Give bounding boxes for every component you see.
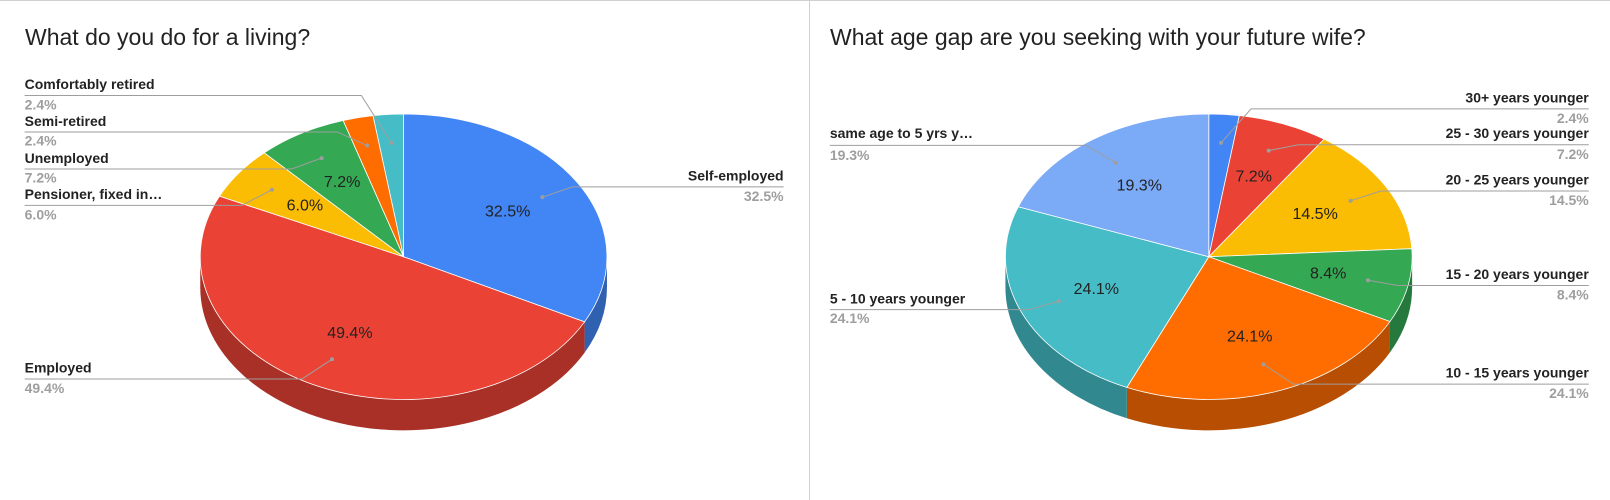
slice (1207, 138, 1413, 258)
legend-label: 15 - 20 years younger (1446, 266, 1590, 282)
legend-label: Semi-retired (25, 113, 107, 129)
callout-dot (319, 156, 324, 161)
legend-label: 30+ years younger (1465, 89, 1589, 105)
callout-line (24, 157, 322, 170)
callout-dot (1348, 198, 1353, 203)
callout-line (24, 189, 273, 206)
chart-title: What age gap are you seeking with your f… (830, 24, 1366, 50)
callout-dot (365, 143, 370, 148)
legend-value: 8.4% (1557, 286, 1589, 302)
slice-side (1126, 321, 1390, 431)
legend-label: Comfortably retired (25, 76, 155, 92)
slice (403, 113, 608, 323)
legend-label: 10 - 15 years younger (1446, 365, 1590, 381)
legend-value: 7.2% (25, 169, 57, 185)
callout-dot (1266, 148, 1271, 153)
callout-line (1268, 144, 1589, 152)
legend-label: Pensioner, fixed in… (25, 186, 163, 202)
callout-line (1263, 363, 1589, 385)
callout-dot (1365, 278, 1370, 283)
legend-label: Self-employed (688, 167, 784, 183)
callout-dot (389, 140, 394, 145)
slice-label: 6.0% (287, 198, 323, 215)
callout-dot (1114, 160, 1119, 165)
legend-label: 25 - 30 years younger (1446, 125, 1590, 141)
slice-side (1005, 256, 1127, 419)
callout-dot (1056, 299, 1061, 304)
slice (1005, 206, 1210, 388)
callout-dot (269, 187, 274, 192)
callout-line (24, 131, 368, 146)
slice (1208, 248, 1413, 323)
callout-dot (1219, 140, 1224, 145)
slice-label: 32.5% (485, 203, 530, 220)
legend-label: Employed (25, 359, 92, 375)
legend-label: same age to 5 yrs y… (830, 125, 973, 141)
slice-label: 7.2% (324, 174, 360, 191)
legend-value: 6.0% (25, 206, 57, 222)
slice-side (1389, 256, 1413, 353)
slice-label: 24.1% (1074, 281, 1119, 298)
slice-side (200, 256, 585, 431)
slice-side (584, 256, 607, 353)
chart-title: What do you do for a living? (25, 24, 310, 50)
legend-value: 24.1% (1549, 385, 1589, 401)
slice (372, 113, 405, 257)
slice (1126, 256, 1391, 400)
callout-line (24, 95, 392, 144)
legend-value: 24.1% (830, 310, 870, 326)
callout-line (829, 300, 1060, 311)
legend-value: 7.2% (1557, 146, 1589, 162)
callout-line (24, 358, 333, 380)
slice-label: 19.3% (1117, 178, 1162, 195)
legend-value: 2.4% (1557, 110, 1589, 126)
legend-value: 14.5% (1549, 192, 1589, 208)
legend-value: 2.4% (25, 96, 57, 112)
legend-label: 20 - 25 years younger (1446, 171, 1590, 187)
slice-label: 49.4% (327, 325, 372, 342)
callout-line (829, 144, 1117, 164)
slice-label: 14.5% (1292, 206, 1337, 223)
callout-line (542, 186, 784, 198)
legend-value: 49.4% (25, 380, 65, 396)
legend-label: 5 - 10 years younger (830, 291, 966, 307)
slice-label: 8.4% (1310, 266, 1346, 283)
callout-dot (540, 195, 545, 200)
slice-label: 7.2% (1235, 168, 1271, 185)
callout-dot (329, 357, 334, 362)
legend-value: 32.5% (744, 188, 784, 204)
callout-dot (1261, 362, 1266, 367)
callout-line (1350, 190, 1589, 202)
legend-label: Unemployed (25, 150, 109, 166)
slice (199, 195, 586, 400)
legend-value: 19.3% (830, 147, 870, 163)
callout-line (1220, 108, 1589, 144)
slice-label: 24.1% (1227, 329, 1272, 346)
legend-value: 2.4% (25, 132, 57, 148)
callout-line (1367, 279, 1589, 287)
slice (1017, 113, 1210, 258)
